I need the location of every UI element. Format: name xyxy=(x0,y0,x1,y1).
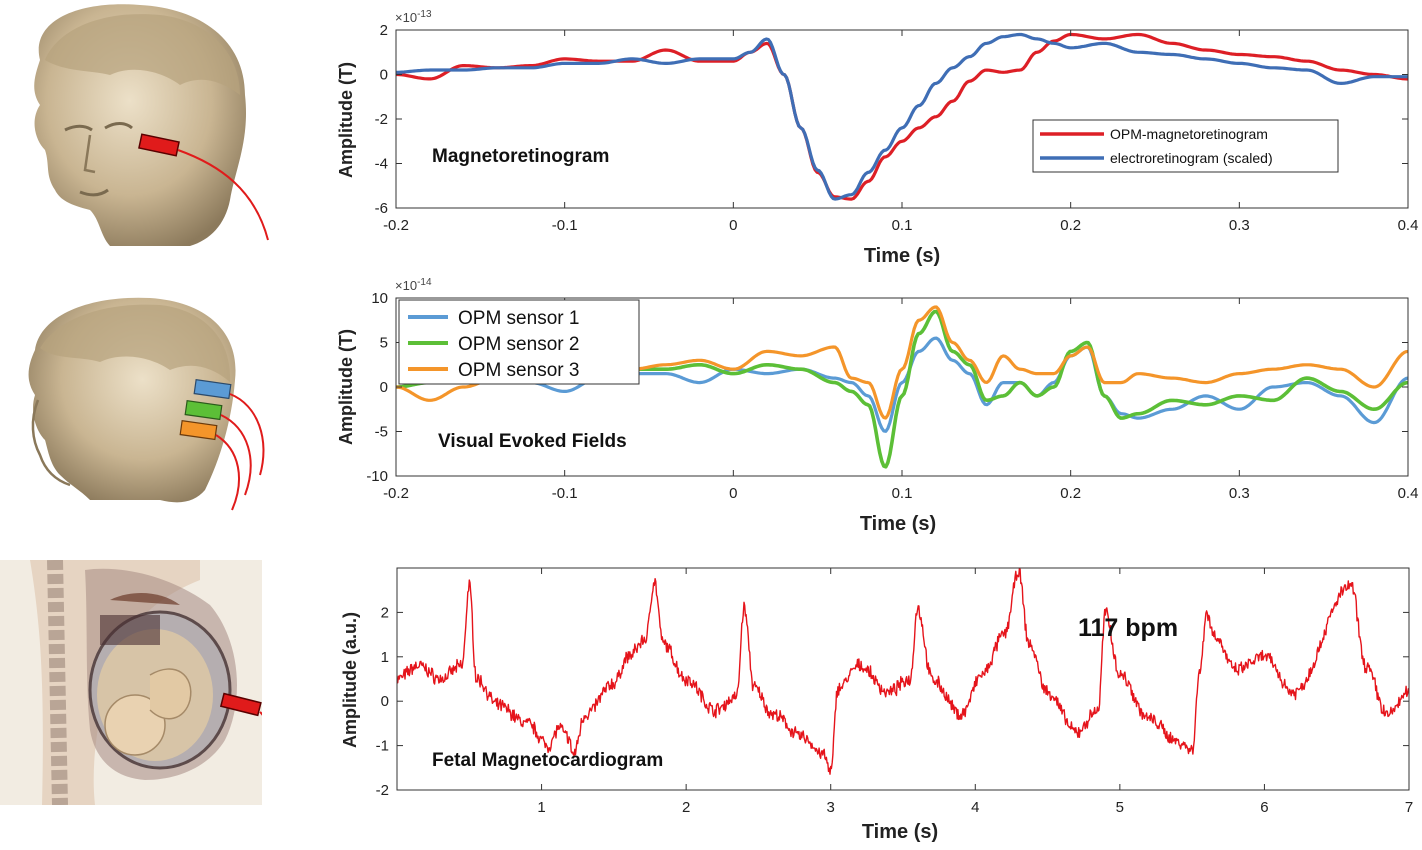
y-tick-label: -4 xyxy=(375,156,388,173)
david-head-side-icon xyxy=(0,290,285,515)
x-tick-label: -0.1 xyxy=(552,217,578,234)
y-exponent: ×10-14 xyxy=(395,277,432,293)
chart-annotation: Visual Evoked Fields xyxy=(438,431,627,452)
chart-visual-evoked-fields: -0.2 -0.1 0 0.1 0.2 0.3 0.4 10 5 0 -5 -10 ×10-14 Ti… xyxy=(336,277,1418,535)
x-tick-label: 0.2 xyxy=(1060,485,1081,502)
series-line-2 xyxy=(396,32,1408,201)
y-tick-label: 2 xyxy=(380,22,388,39)
x-tick-label: 5 xyxy=(1116,799,1124,816)
y-axis-label: Amplitude (T) xyxy=(336,62,356,178)
y-tick-label: 1 xyxy=(381,649,389,666)
y-axis-label: Amplitude (a.u.) xyxy=(340,612,360,748)
series-layer xyxy=(397,568,1409,775)
y-tick-label: -2 xyxy=(375,111,388,128)
y-tick-label: 0 xyxy=(380,379,388,396)
x-axis-label: Time (s) xyxy=(860,513,936,535)
chart-magnetoretinogram: -0.2 -0.1 0 0.1 0.2 0.3 0.4 2 0 -2 -4 -6 ×10-13 Tim… xyxy=(336,9,1418,267)
y-tick-label: -2 xyxy=(376,782,389,799)
legend-entry: electroretinogram (scaled) xyxy=(1110,150,1273,166)
plot-frame xyxy=(396,567,1410,791)
y-tick-label: -6 xyxy=(375,200,388,217)
x-tick-label: -0.2 xyxy=(383,485,409,502)
x-tick-label: 0.1 xyxy=(892,485,913,502)
david-head-front-icon xyxy=(0,0,285,248)
y-tick-label: -10 xyxy=(366,468,388,485)
legend-entry: OPM sensor 3 xyxy=(458,360,579,381)
chart-fetal-magnetocardiogram: 1 2 3 4 5 6 7 2 1 0 -1 -2 Time (s) Amplitude (a.u.)… xyxy=(340,567,1413,843)
x-axis-label: Time (s) xyxy=(864,245,940,267)
y-tick-label: 5 xyxy=(380,335,388,352)
y-tick-label: -5 xyxy=(375,424,388,441)
x-tick-label: -0.2 xyxy=(383,217,409,234)
x-tick-label: 0.2 xyxy=(1060,217,1081,234)
x-tick-label: 0 xyxy=(729,217,737,234)
x-tick-label: 4 xyxy=(971,799,979,816)
legend-entry: OPM-magnetoretinogram xyxy=(1110,126,1268,142)
legend: OPM sensor 1 OPM sensor 2 OPM sensor 3 xyxy=(398,299,640,385)
y-tick-label: 0 xyxy=(381,693,389,710)
x-tick-label: 0.4 xyxy=(1398,217,1419,234)
x-tick-label: -0.1 xyxy=(552,485,578,502)
x-tick-label: 3 xyxy=(827,799,835,816)
chart-annotation: Magnetoretinogram xyxy=(432,146,609,167)
legend: OPM-magnetoretinogram electroretinogram … xyxy=(1032,119,1339,173)
x-tick-label: 0.1 xyxy=(892,217,913,234)
x-axis-label: Time (s) xyxy=(862,821,938,843)
series-line-1 xyxy=(396,336,1408,433)
chart-annotation: Fetal Magnetocardiogram xyxy=(432,750,663,771)
y-axis-label: Amplitude (T) xyxy=(336,329,356,445)
y-exponent: ×10-13 xyxy=(395,9,432,25)
x-tick-label: 2 xyxy=(682,799,690,816)
x-tick-label: 0 xyxy=(729,485,737,502)
series-layer xyxy=(396,32,1408,201)
series-line-1 xyxy=(397,568,1409,775)
x-tick-label: 6 xyxy=(1260,799,1268,816)
x-tick-label: 7 xyxy=(1405,799,1413,816)
tick-layer: -0.2 -0.1 0 0.1 0.2 0.3 0.4 10 5 0 -5 -10 xyxy=(366,290,1418,502)
tick-layer: -0.2 -0.1 0 0.1 0.2 0.3 0.4 2 0 -2 -4 -6 xyxy=(375,22,1419,234)
y-tick-label: 2 xyxy=(381,604,389,621)
x-tick-label: 0.3 xyxy=(1229,485,1250,502)
y-tick-label: 10 xyxy=(371,290,388,307)
series-line-1 xyxy=(396,32,1408,201)
pregnancy-anatomy-icon xyxy=(0,560,262,805)
x-tick-label: 0.4 xyxy=(1398,485,1419,502)
y-tick-label: -1 xyxy=(376,738,389,755)
legend-entry: OPM sensor 1 xyxy=(458,308,579,329)
x-tick-label: 1 xyxy=(537,799,545,816)
legend-box xyxy=(1032,119,1339,173)
tick-layer: 1 2 3 4 5 6 7 2 1 0 -1 -2 xyxy=(376,568,1413,816)
y-tick-label: 0 xyxy=(380,67,388,84)
heart-rate-label: 117 bpm xyxy=(1078,614,1178,642)
legend-entry: OPM sensor 2 xyxy=(458,334,579,355)
x-tick-label: 0.3 xyxy=(1229,217,1250,234)
